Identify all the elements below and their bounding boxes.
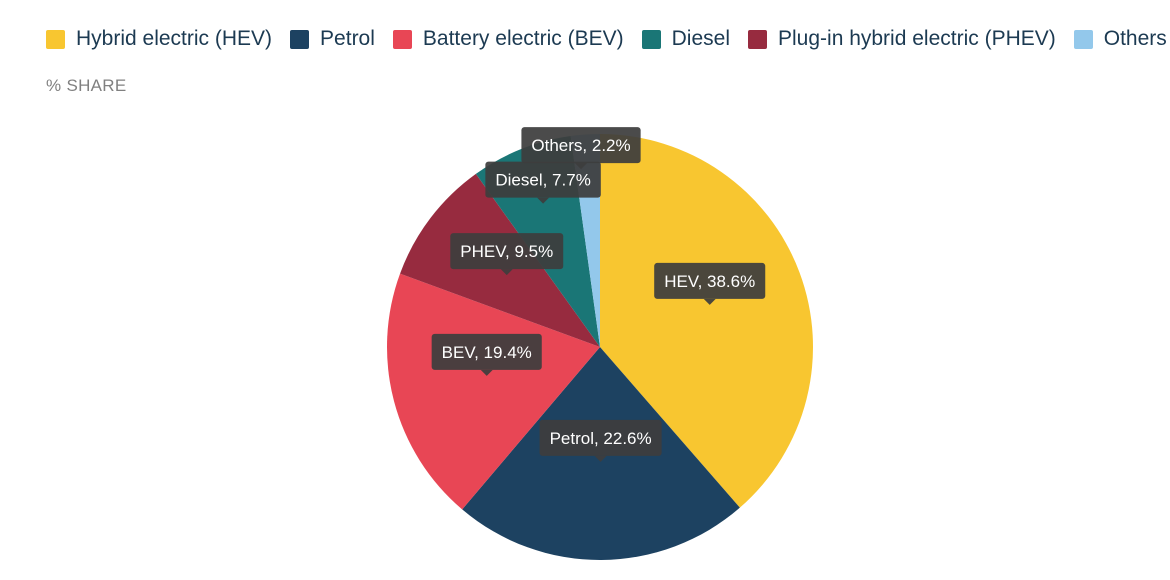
- data-label-diesel: Diesel, 7.7%: [485, 161, 601, 204]
- legend-label-hev: Hybrid electric (HEV): [76, 27, 273, 50]
- pie-data-labels: HEV, 38.6% Petrol, 22.6% BEV, 19.4% PHEV, 9…: [431, 127, 766, 462]
- data-label-text-petrol: Petrol, 22.6%: [550, 429, 652, 448]
- pie-slice-hev[interactable]: [600, 134, 814, 508]
- legend-item-bev[interactable]: Battery electric (BEV): [392, 27, 624, 51]
- data-label-hev: HEV, 38.6%: [654, 262, 766, 305]
- legend-swatch-hev: [46, 29, 65, 49]
- legend-swatch-others: [1073, 29, 1093, 49]
- data-label-pointer: [480, 369, 493, 376]
- data-label-pointer: [594, 455, 607, 462]
- legend-swatch-bev: [392, 29, 412, 49]
- data-label-box: [485, 161, 601, 198]
- legend-label-phev: Plug-in hybrid electric (PHEV): [778, 27, 1056, 50]
- legend-item-hev[interactable]: Hybrid electric (HEV): [46, 27, 272, 51]
- legend-label-diesel: Diesel: [671, 27, 730, 50]
- data-label-phev: PHEV, 9.5%: [450, 233, 564, 276]
- chart-subtitle: % SHARE: [46, 76, 127, 95]
- data-label-box: [450, 233, 564, 270]
- legend-item-others[interactable]: Others: [1073, 27, 1167, 51]
- data-label-pointer: [537, 197, 550, 204]
- legend-swatch-phev: [748, 29, 767, 49]
- data-label-box: [521, 127, 641, 164]
- legend-label-others: Others: [1103, 27, 1167, 50]
- chart-legend: Hybrid electric (HEV) Petrol Battery ele…: [46, 27, 1167, 51]
- data-label-text-hev: HEV, 38.6%: [664, 272, 755, 291]
- data-label-others: Others, 2.2%: [521, 127, 641, 170]
- data-label-text-diesel: Diesel, 7.7%: [495, 171, 590, 190]
- data-label-bev: BEV, 19.4%: [431, 333, 542, 376]
- legend-item-diesel[interactable]: Diesel: [641, 27, 730, 51]
- legend-label-bev: Battery electric (BEV): [422, 27, 624, 50]
- legend-label-petrol: Petrol: [320, 27, 375, 50]
- data-label-pointer: [575, 163, 588, 170]
- legend-item-petrol[interactable]: Petrol: [290, 27, 375, 51]
- data-label-text-phev: PHEV, 9.5%: [460, 242, 553, 261]
- data-label-box: [654, 262, 766, 299]
- data-label-pointer: [703, 298, 716, 305]
- legend-swatch-petrol: [290, 29, 310, 49]
- data-label-pointer: [500, 269, 513, 276]
- data-label-petrol: Petrol, 22.6%: [539, 419, 662, 462]
- legend-item-phev[interactable]: Plug-in hybrid electric (PHEV): [748, 27, 1056, 51]
- data-label-box: [539, 419, 662, 456]
- data-label-text-others: Others, 2.2%: [531, 136, 630, 155]
- pie-slice-bev[interactable]: [387, 273, 600, 510]
- legend-swatch-diesel: [641, 29, 661, 49]
- data-label-text-bev: BEV, 19.4%: [442, 343, 532, 362]
- data-label-box: [431, 333, 542, 370]
